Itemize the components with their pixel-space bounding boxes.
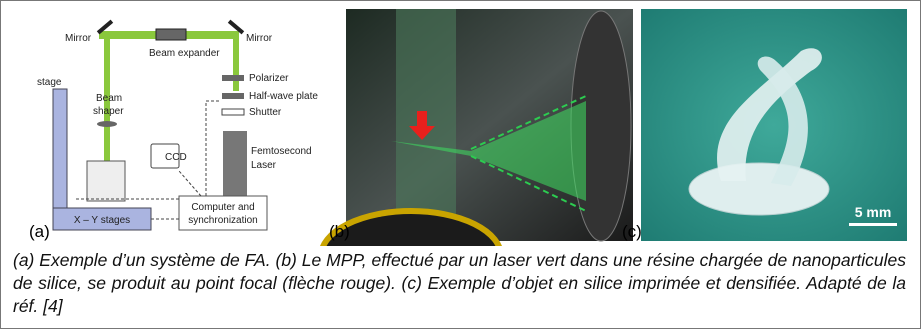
label: Computer and [191, 202, 254, 213]
connector [179, 171, 201, 196]
scale-label: 5 mm [855, 204, 892, 220]
shutter [222, 109, 244, 115]
figure: Mirror Mirror Beam expander Polarizer Ha… [0, 0, 921, 329]
label: Femtosecond [251, 146, 312, 157]
label: Shutter [249, 107, 282, 118]
beam [233, 31, 239, 91]
laser [223, 131, 247, 196]
label: CCD [165, 152, 187, 163]
panel-label: (a) [29, 222, 50, 241]
label: X – Y stages [74, 215, 130, 226]
label: Half-wave plate [249, 91, 318, 102]
beam-shaper [97, 121, 117, 127]
photo-c: 5 mm [641, 9, 907, 241]
caption: (a) Exemple d’un système de FA. (b) Le M… [13, 249, 906, 318]
label: shaper [93, 106, 124, 117]
label: Mirror [246, 33, 273, 44]
panel-label: (c) [622, 222, 642, 241]
polarizer [222, 75, 244, 81]
label: Beam [96, 93, 122, 104]
panel-label: (b) [329, 222, 350, 241]
label: Mirror [65, 33, 92, 44]
beam-expander [156, 29, 186, 40]
object-base [689, 163, 829, 215]
label: Polarizer [249, 73, 289, 84]
label: stage [37, 77, 62, 88]
stage [53, 89, 67, 219]
scale-bar [849, 223, 897, 226]
sample [87, 161, 125, 201]
label: Laser [251, 160, 277, 171]
figure-panels: Mirror Mirror Beam expander Polarizer Ha… [1, 1, 920, 246]
photo-b [321, 9, 633, 246]
label: synchronization [188, 215, 257, 226]
half-wave-plate [222, 93, 244, 99]
label: Beam expander [149, 48, 220, 59]
setup-diagram: Mirror Mirror Beam expander Polarizer Ha… [37, 20, 318, 230]
